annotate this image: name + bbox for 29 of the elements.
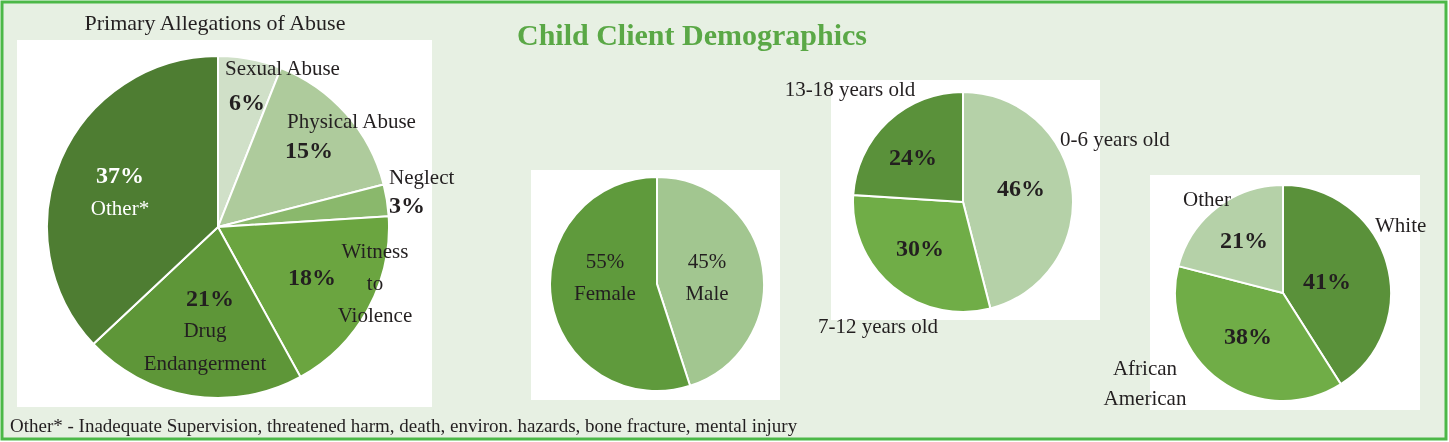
data-label: 24%: [889, 144, 937, 170]
chart-title: Child Client Demographics: [516, 18, 868, 51]
slice-label: Neglect: [389, 165, 455, 189]
data-label: 21%: [1220, 227, 1268, 253]
slice-label: Male: [685, 281, 729, 305]
data-label: 41%: [1303, 268, 1351, 294]
data-label: 46%: [997, 175, 1045, 201]
data-label: 45%: [687, 249, 727, 273]
data-label: 55%: [585, 249, 625, 273]
slice-label: Sexual Abuse: [225, 56, 340, 80]
slice-label: Other*: [90, 196, 150, 220]
data-label: 6%: [229, 89, 265, 115]
slice-label: 13-18 years old: [784, 77, 916, 101]
slice-label: Other: [1183, 187, 1231, 211]
slice-label: White: [1375, 213, 1427, 237]
slice-label: African American: [1103, 356, 1187, 410]
data-label: 37%: [96, 162, 144, 188]
slice-label: 7-12 years old: [817, 314, 939, 338]
data-label: 38%: [1224, 323, 1272, 349]
slice-label: Female: [574, 281, 636, 305]
slice-label: 0-6 years old: [1060, 127, 1171, 151]
chart-title: Primary Allegations of Abuse: [84, 10, 346, 35]
data-label: 3%: [389, 192, 425, 218]
data-label: 30%: [896, 235, 944, 261]
data-label: 15%: [285, 137, 333, 163]
data-label: 18%: [288, 264, 336, 290]
data-label: 21%: [186, 285, 234, 311]
text: Other* - Inadequate Supervision, threatened harm, death, environ. hazards, bone fracture, mental injury: [10, 415, 798, 436]
slice-label: Drug Endangerment: [143, 318, 267, 375]
